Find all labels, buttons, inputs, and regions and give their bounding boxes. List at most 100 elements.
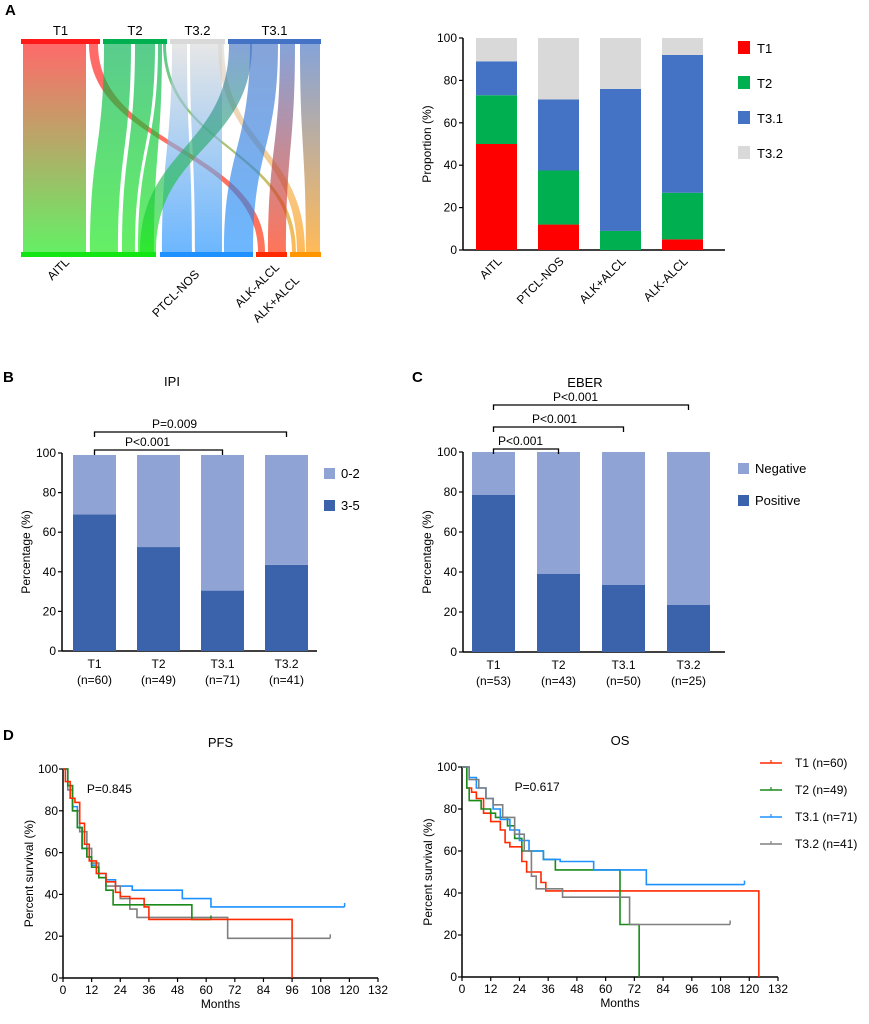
y-tick-label: 80: [43, 486, 57, 500]
sankey-flow-t3-2-to-ptcl-nos: [190, 44, 222, 252]
ipi-chart: 0 20 40 60 80 100 Percentage (%) IPI T1 (n=60) T2 (…: [19, 374, 360, 687]
x-tick-label-t2: T2: [551, 658, 565, 672]
y-tick-label: 0: [51, 971, 58, 985]
sankey-top-label-t1: T1: [53, 23, 68, 38]
bar-t2-negative: [537, 452, 580, 574]
x-tick-label: 36: [142, 983, 156, 997]
x-tick-label-t3-2: T3.2: [676, 658, 700, 672]
p-value-label: P=0.845: [87, 782, 132, 796]
y-tick-label: 100: [437, 31, 457, 45]
y-tick-label: 60: [43, 525, 57, 539]
survival-curve-t3-2-n-41: [462, 766, 731, 926]
legend-label-0-2: 0-2: [341, 466, 360, 481]
y-axis-label: Proportion (%): [420, 105, 434, 182]
bar-alk-alcl-t2: [600, 230, 641, 250]
panel-label-a: A: [5, 2, 16, 19]
x-tick-label: 24: [114, 983, 128, 997]
y-tick-label: 80: [444, 802, 458, 816]
legend-label-t3-1-n-71: T3.1 (n=71): [795, 810, 857, 824]
survival-curve-t3-1-n-71: [462, 766, 745, 886]
x-tick-n-label-t3-1: (n=71): [205, 673, 240, 687]
bar-alk-alcl-t3-2: [600, 38, 641, 89]
x-tick-label-t3-1: T3.1: [210, 657, 234, 671]
bar-ptcl-nos-t3-2: [538, 38, 579, 100]
bar-t1-3-5: [73, 514, 116, 651]
chart-title: EBER: [567, 375, 602, 390]
legend-label-t1-n-60: T1 (n=60): [795, 756, 847, 770]
bar-t3-1-0-2: [201, 454, 244, 591]
y-tick-label: 20: [444, 605, 458, 619]
y-tick-label: 20: [45, 929, 59, 943]
sankey-bottom-node-aitl: [21, 252, 156, 257]
x-tick-label: 36: [542, 982, 556, 996]
x-tick-label-t2: T2: [151, 657, 165, 671]
x-tick-label-ptcl-nos: PTCL-NOS: [514, 254, 567, 307]
y-tick-label: 20: [444, 201, 458, 215]
y-tick-label: 80: [444, 485, 458, 499]
bar-t1-0-2: [73, 454, 116, 515]
y-axis-label: Percent survival (%): [22, 820, 36, 927]
x-tick-n-label-t3-2: (n=25): [671, 674, 706, 688]
bar-aitl-t2: [476, 95, 517, 144]
legend-label-3-5: 3-5: [341, 498, 360, 513]
y-tick-label: 40: [444, 158, 458, 172]
significance-bracket: [492, 448, 560, 454]
legend-swatch-3-5: [324, 500, 335, 511]
x-tick-n-label-t3-1: (n=50): [606, 674, 641, 688]
y-tick-label: 100: [437, 760, 457, 774]
x-tick-n-label-t2: (n=43): [541, 674, 576, 688]
x-axis-label: Months: [201, 997, 240, 1011]
bar-aitl-t3-1: [476, 61, 517, 96]
chart-title: IPI: [164, 374, 180, 389]
legend-swatch-positive: [738, 495, 749, 506]
x-tick-label: 120: [339, 983, 359, 997]
bar-ptcl-nos-t2: [538, 170, 579, 225]
y-tick-label: 20: [444, 928, 458, 942]
bar-ptcl-nos-t3-1: [538, 99, 579, 171]
x-tick-label: 12: [484, 982, 498, 996]
p-value-label: P<0.001: [532, 412, 577, 426]
x-tick-label-t1: T1: [87, 657, 101, 671]
y-axis-label: Percentage (%): [19, 510, 33, 593]
legend-swatch-0-2: [324, 468, 335, 479]
survival-curve-t1-n-60: [63, 768, 293, 978]
significance-bracket: [93, 431, 288, 437]
x-tick-label: 72: [228, 983, 242, 997]
y-tick-label: 60: [45, 846, 59, 860]
x-tick-n-label-t3-2: (n=41): [269, 673, 304, 687]
x-tick-label-t1: T1: [486, 658, 500, 672]
legend-label-positive: Positive: [755, 493, 801, 508]
y-tick-label: 40: [43, 565, 57, 579]
sankey-top-node-t3-1: [228, 39, 321, 44]
bar-alk-alcl-t1: [662, 239, 703, 250]
y-axis-label: Percentage (%): [420, 510, 434, 593]
sankey-flow-t3-1-to-alk-alcl: [268, 44, 295, 252]
x-tick-n-label-t1: (n=53): [476, 674, 511, 688]
x-tick-label: 72: [628, 982, 642, 996]
x-tick-label: 60: [599, 982, 613, 996]
sankey-bottom-node-alk-alcl: [290, 252, 321, 257]
panel-label-b: B: [3, 369, 14, 386]
bar-t2-positive: [537, 574, 580, 652]
bar-aitl-t1: [476, 144, 517, 250]
x-tick-label-t3-1: T3.1: [611, 658, 635, 672]
sankey-top-node-t2: [103, 39, 167, 44]
bar-t3-2-positive: [667, 605, 710, 652]
sankey-top-label-t3-1: T3.1: [261, 23, 287, 38]
x-tick-label: 12: [85, 983, 99, 997]
sankey-top-label-t2: T2: [127, 23, 142, 38]
sankey-bottom-node-alk-alcl: [256, 252, 287, 257]
bar-t3-1-3-5: [201, 590, 244, 651]
sankey-top-label-t3-2: T3.2: [184, 23, 210, 38]
y-tick-label: 0: [450, 645, 457, 659]
sankey-flow-t2-to-aitl: [90, 44, 131, 252]
x-tick-label: 96: [285, 983, 299, 997]
x-tick-label: 108: [311, 983, 331, 997]
legend-swatch-negative: [738, 463, 749, 474]
legend-label-t3-1: T3.1: [757, 111, 783, 126]
x-tick-label: 120: [739, 982, 759, 996]
p-value-label: P<0.001: [498, 434, 543, 448]
p-value-label: P=0.617: [515, 780, 560, 794]
